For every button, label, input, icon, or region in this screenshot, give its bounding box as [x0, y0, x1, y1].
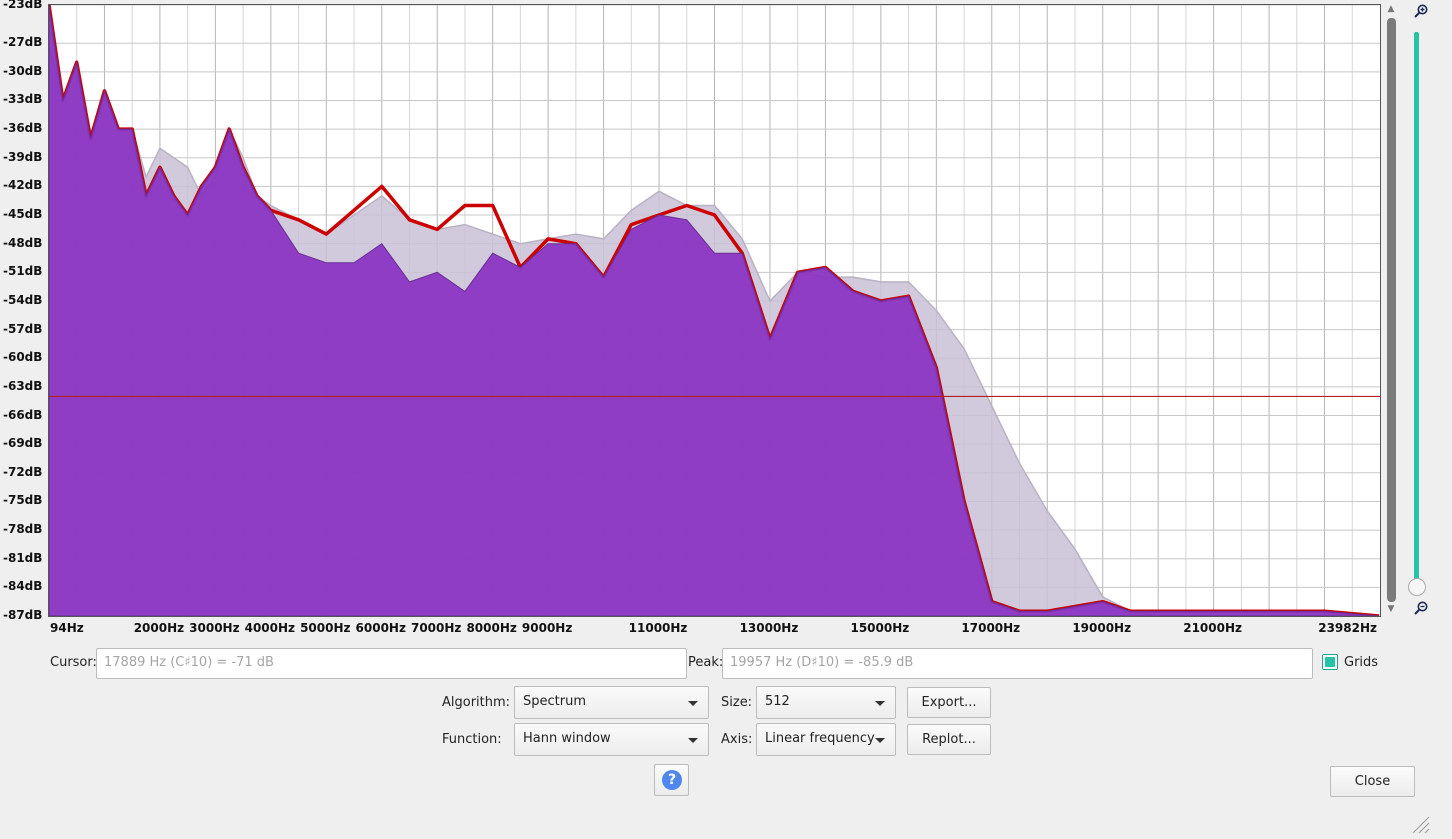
scrollbar-thumb[interactable]	[1387, 18, 1396, 602]
x-tick-label: 15000Hz	[850, 621, 910, 635]
x-tick-label: 2000Hz	[133, 621, 185, 635]
axis-label: Axis:	[721, 732, 753, 747]
size-label: Size:	[721, 695, 753, 710]
cursor-readout-field[interactable]: 17889 Hz (C♯10) = -71 dB	[96, 648, 687, 679]
zoom-slider[interactable]	[1408, 4, 1428, 616]
x-tick-label: 13000Hz	[739, 621, 799, 635]
y-tick-label: -27dB	[3, 35, 43, 50]
x-tick-label: 23982Hz	[1318, 621, 1377, 635]
zoom-in-icon[interactable]	[1414, 4, 1428, 18]
zoom-slider-track[interactable]	[1414, 32, 1419, 582]
x-tick-label: 4000Hz	[244, 621, 296, 635]
y-tick-label: -54dB	[3, 292, 43, 307]
y-tick-label: -39dB	[3, 149, 43, 164]
function-label: Function:	[442, 732, 502, 747]
y-tick-label: -63dB	[3, 378, 43, 393]
y-tick-label: -36dB	[3, 121, 43, 136]
y-axis: -23dB -27dB -30dB -33dB -36dB -39dB -42dB -45dB…	[0, 0, 48, 622]
y-tick-label: -57dB	[3, 321, 43, 336]
y-tick-label: -30dB	[3, 63, 43, 78]
y-tick-label: -72dB	[3, 464, 43, 479]
y-tick-label: -42dB	[3, 178, 43, 193]
checkbox-checked-icon	[1325, 657, 1335, 667]
spectrum-chart	[49, 5, 1380, 616]
chevron-down-icon	[688, 738, 698, 743]
y-tick-label: -23dB	[3, 0, 43, 11]
x-axis: 94Hz 2000Hz 3000Hz 4000Hz 5000Hz 6000Hz 7000Hz…	[48, 618, 1381, 638]
x-tick-label: 19000Hz	[1072, 621, 1132, 635]
close-button[interactable]: Close	[1330, 766, 1415, 797]
zoom-out-icon[interactable]	[1414, 601, 1428, 615]
chevron-down-icon	[875, 701, 885, 706]
function-select[interactable]: Hann window	[514, 723, 709, 756]
algorithm-select[interactable]: Spectrum	[514, 686, 709, 719]
cursor-label: Cursor:	[50, 655, 97, 670]
axis-select[interactable]: Linear frequency	[756, 723, 896, 756]
y-tick-label: -45dB	[3, 207, 43, 222]
vertical-scrollbar[interactable]: ▲ ▼	[1384, 4, 1398, 616]
spectrum-plot[interactable]	[48, 4, 1381, 617]
resize-grip-icon[interactable]	[1410, 814, 1430, 834]
y-tick-label: -33dB	[3, 92, 43, 107]
grids-checkbox[interactable]	[1322, 654, 1338, 670]
x-tick-label: 3000Hz	[189, 621, 240, 635]
series-purple-area	[49, 5, 1380, 616]
x-tick-label: 8000Hz	[466, 621, 517, 635]
x-tick-label: 9000Hz	[521, 621, 573, 635]
x-tick-label: 17000Hz	[961, 621, 1021, 635]
replot-button[interactable]: Replot...	[907, 724, 991, 755]
scroll-up-arrow-icon[interactable]: ▲	[1387, 4, 1395, 14]
peak-readout-field[interactable]: 19957 Hz (D♯10) = -85.9 dB	[722, 648, 1313, 679]
axis-select-value: Linear frequency	[765, 731, 875, 746]
x-tick-label: 6000Hz	[355, 621, 406, 635]
y-tick-label: -51dB	[3, 264, 43, 279]
algorithm-label: Algorithm:	[442, 695, 511, 710]
y-tick-label: -69dB	[3, 436, 43, 451]
y-tick-label: -78dB	[3, 522, 43, 537]
x-tick-label: 11000Hz	[628, 621, 688, 635]
scroll-down-arrow-icon[interactable]: ▼	[1387, 604, 1395, 614]
size-select[interactable]: 512	[756, 686, 896, 719]
chevron-down-icon	[875, 738, 885, 743]
x-tick-label: 7000Hz	[410, 621, 462, 635]
zoom-slider-handle[interactable]	[1408, 578, 1426, 596]
x-tick-label: 94Hz	[50, 621, 84, 635]
y-tick-label: -75dB	[3, 493, 43, 508]
y-tick-label: -48dB	[3, 235, 43, 250]
help-button[interactable]: ?	[654, 764, 689, 796]
export-button[interactable]: Export...	[907, 687, 991, 718]
y-tick-label: -81dB	[3, 550, 43, 565]
x-tick-label: 5000Hz	[300, 621, 351, 635]
y-tick-label: -60dB	[3, 350, 43, 365]
chevron-down-icon	[688, 701, 698, 706]
y-tick-label: -84dB	[3, 579, 43, 594]
function-select-value: Hann window	[523, 731, 611, 746]
grids-label[interactable]: Grids	[1344, 655, 1379, 670]
help-icon: ?	[662, 770, 682, 790]
peak-label: Peak:	[688, 655, 724, 670]
size-select-value: 512	[765, 694, 790, 709]
x-tick-label: 21000Hz	[1183, 621, 1243, 635]
algorithm-select-value: Spectrum	[523, 694, 586, 709]
y-tick-label: -66dB	[3, 407, 43, 422]
y-tick-label: -87dB	[3, 608, 43, 622]
